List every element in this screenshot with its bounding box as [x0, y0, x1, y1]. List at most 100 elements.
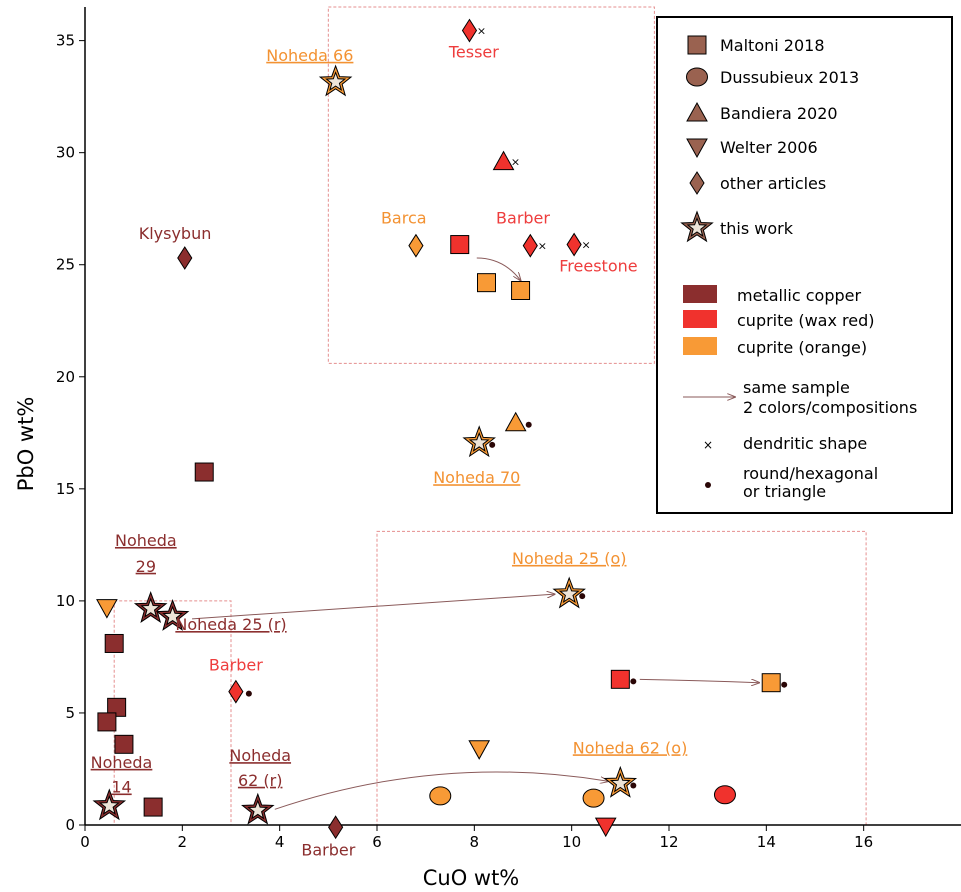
legend-label: 2 colors/compositions [743, 398, 917, 417]
data-point-triangle-down [594, 817, 617, 838]
legend: Maltoni 2018 Dussubieux 2013 Bandiera 2020… [656, 16, 953, 514]
dendritic-cross-mark: × [581, 239, 590, 252]
data-point-diamond [522, 233, 538, 258]
this-work-star-marker [462, 425, 496, 458]
same-sample-arrow [476, 257, 521, 280]
axes: CuO wt% PbO wt% 0 2 4 6 8 10 12 14 16 0 5 10 15 20 25 3… [14, 7, 961, 890]
this-work-star-marker [92, 788, 127, 821]
star-inner [468, 431, 490, 452]
data-point-diamond [177, 246, 193, 270]
data-point-square [104, 633, 124, 653]
legend-dot-mark [705, 482, 711, 488]
point-label: Freestone [559, 256, 637, 275]
this-work-star-marker [133, 591, 168, 623]
x-tick-label: 2 [178, 833, 188, 851]
point-label: Barber [209, 655, 263, 674]
dendritic-cross-mark: × [538, 240, 547, 253]
x-tick-label: 12 [659, 833, 678, 851]
legend-label: dendritic shape [743, 434, 867, 453]
round-shape-dot [630, 678, 637, 685]
data-point-triangle [504, 411, 527, 432]
this-work-star-marker [552, 576, 586, 609]
point-label: Noheda 70 [433, 468, 520, 487]
legend-frame [656, 16, 953, 514]
round-shape-dot [630, 782, 637, 789]
this-work-star-marker [241, 792, 275, 825]
data-point-circle [713, 785, 736, 805]
legend-color-swatch [683, 337, 717, 355]
data-point-square [511, 280, 531, 300]
y-tick-label: 10 [56, 592, 75, 610]
y-tick-label: 30 [56, 144, 75, 162]
y-tick-label: 5 [65, 704, 75, 722]
star-inner [558, 583, 580, 604]
point-label: Noheda 62 (o) [573, 738, 688, 757]
data-point-square [107, 697, 127, 717]
legend-label: or triangle [743, 482, 826, 501]
point-label: Noheda 25 (r) [175, 615, 286, 634]
same-sample-arrow [192, 594, 555, 620]
legend-label: same sample [743, 378, 850, 397]
legend-color-swatch [683, 285, 717, 303]
dendritic-cross-mark: × [511, 156, 520, 169]
legend-cross-mark: × [703, 438, 713, 452]
x-tick-label: 6 [372, 833, 382, 851]
x-tick-label: 14 [757, 833, 776, 851]
point-label: 62 (r) [238, 771, 283, 790]
data-point-diamond [408, 233, 424, 258]
data-point-diamond [328, 815, 344, 840]
star-inner [162, 605, 184, 626]
round-shape-dot [245, 690, 252, 697]
legend-marker-triangle [686, 101, 708, 122]
y-tick-label: 0 [65, 816, 75, 834]
legend-label: Dussubieux 2013 [720, 68, 859, 87]
this-work-star-marker [155, 598, 190, 631]
y-tick-label: 15 [56, 480, 75, 498]
data-point-square [97, 712, 117, 732]
x-tick-label: 8 [470, 833, 480, 851]
star-inner [140, 597, 162, 618]
legend-star-marker [680, 210, 714, 243]
x-tick-label: 16 [854, 833, 873, 851]
legend-label: this work [720, 219, 794, 238]
point-label: 29 [136, 557, 156, 576]
legend-color-swatch [683, 310, 717, 328]
this-work-star-marker [603, 765, 638, 798]
legend-label: Bandiera 2020 [720, 104, 838, 123]
y-axis-title: PbO wt% [14, 397, 38, 492]
legend-marker-diamond [689, 171, 705, 195]
data-point-square [450, 235, 470, 255]
point-labels: Tesser Noheda 66 Barca Barber Freestone Klysy… [91, 42, 688, 859]
x-tick-label: 10 [562, 833, 581, 851]
legend-label: Maltoni 2018 [720, 36, 825, 55]
point-label: Noheda 25 (o) [512, 549, 627, 568]
legend-label: Welter 2006 [720, 138, 818, 157]
point-label: Noheda 66 [266, 46, 353, 65]
data-point-diamond [461, 18, 478, 43]
x-tick-label: 0 [80, 833, 90, 851]
data-point-triangle-down [96, 599, 118, 619]
legend-marker-triangle-down [686, 138, 708, 159]
data-point-square [143, 797, 163, 817]
point-label: Barca [381, 208, 427, 227]
data-point-square [114, 734, 134, 754]
legend-label: cuprite (wax red) [737, 311, 874, 330]
point-label: Barber [496, 208, 550, 227]
data-point-triangle-down [468, 740, 491, 760]
data-point-square [194, 462, 214, 482]
legend-star-inner [686, 216, 708, 237]
star-inner [247, 799, 269, 820]
point-label: Tesser [448, 42, 499, 61]
data-point-square [477, 273, 496, 293]
x-axis-title: CuO wt% [423, 866, 520, 890]
round-shape-dot [525, 421, 532, 428]
point-label: Klysybun [139, 224, 212, 243]
sample-arrows [192, 257, 759, 810]
legend-label: cuprite (orange) [737, 338, 867, 357]
point-label: Noheda [229, 746, 291, 765]
point-label: Barber [301, 840, 355, 859]
highlight-box [327, 6, 655, 364]
data-point-diamond [566, 232, 582, 257]
point-label: Noheda [115, 531, 177, 550]
x-tick-label: 4 [275, 833, 285, 851]
